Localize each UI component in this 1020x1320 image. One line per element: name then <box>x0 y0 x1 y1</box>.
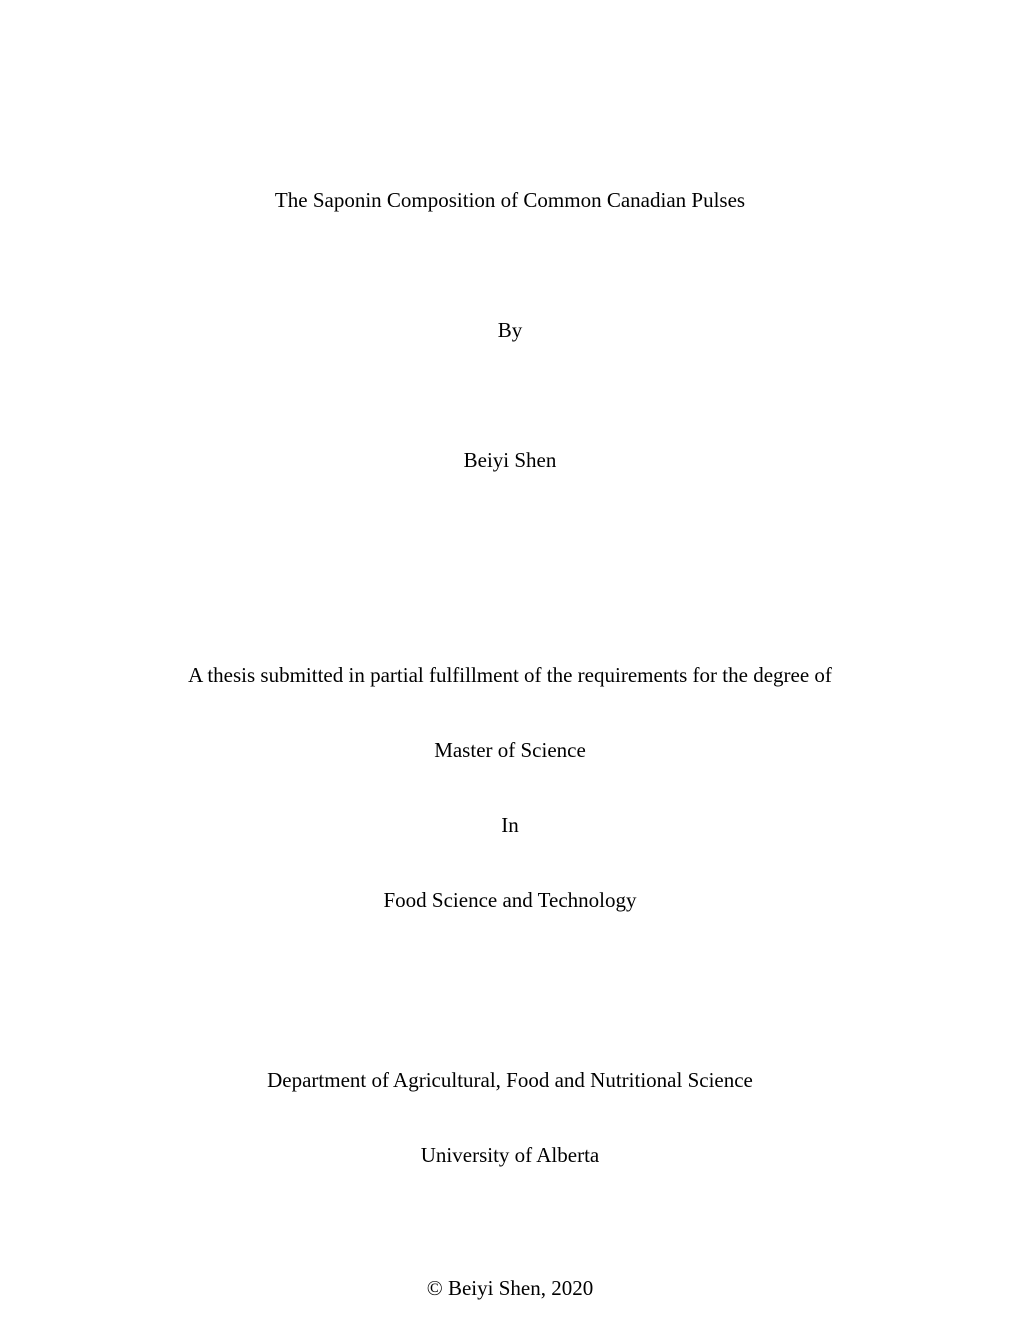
department-name: Department of Agricultural, Food and Nut… <box>110 1068 910 1093</box>
thesis-title-page: The Saponin Composition of Common Canadi… <box>0 0 1020 1320</box>
program-name: Food Science and Technology <box>110 888 910 913</box>
thesis-statement: A thesis submitted in partial fulfillmen… <box>110 663 910 688</box>
thesis-title: The Saponin Composition of Common Canadi… <box>110 188 910 213</box>
copyright-notice: © Beiyi Shen, 2020 <box>110 1276 910 1301</box>
by-label: By <box>110 318 910 343</box>
degree-name: Master of Science <box>110 738 910 763</box>
in-label: In <box>110 813 910 838</box>
author-name: Beiyi Shen <box>110 448 910 473</box>
university-name: University of Alberta <box>110 1143 910 1168</box>
